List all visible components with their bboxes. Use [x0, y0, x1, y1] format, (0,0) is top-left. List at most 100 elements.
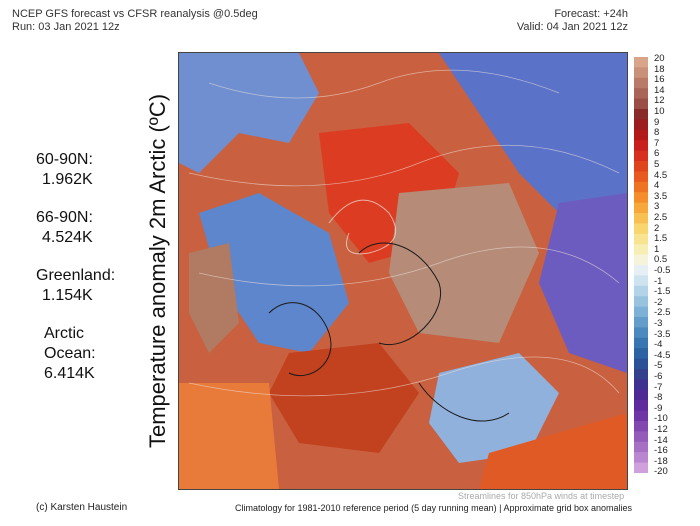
colorbar-swatch [634, 337, 648, 349]
colorbar-swatch [634, 462, 648, 473]
colorbar-swatch [634, 410, 648, 422]
colorbar-tick-label: 14 [654, 84, 665, 96]
colorbar-swatch [634, 98, 648, 110]
streamline [188, 144, 620, 187]
credit: (c) Karsten Haustein [36, 502, 128, 513]
colorbar-tick-label: -0.5 [654, 265, 671, 276]
colorbar-tick-label: 16 [654, 74, 665, 86]
anomaly-region-warm [479, 413, 627, 489]
anomaly-region-cold [199, 193, 349, 353]
colorbar-tick-label: -20 [654, 466, 668, 478]
colorbar-swatch [634, 348, 648, 360]
climatology-note: Climatology for 1981-2010 reference peri… [235, 503, 633, 513]
stat-label-line1: Arctic [44, 325, 84, 342]
header-left: NCEP GFS forecast vs CFSR reanalysis @0.… [12, 8, 258, 34]
colorbar-tick-label: -2.5 [654, 307, 671, 319]
streamlines-note: Streamlines for 850hPa winds at timestep [458, 491, 625, 501]
colorbar-tick-label: 4.5 [654, 169, 668, 181]
colorbar-swatch [634, 317, 648, 328]
header-right: Forecast: +24h Valid: 04 Jan 2021 12z [517, 8, 628, 34]
coastline [418, 382, 510, 422]
colorbar-tick-label: -12 [654, 424, 668, 435]
colorbar-tick-label: -6 [654, 371, 663, 382]
colorbar-tick-label: 3.5 [654, 190, 668, 202]
stat-value: 6.414K [44, 365, 95, 382]
map-title: NCEP GFS forecast vs CFSR reanalysis @0.… [12, 8, 258, 20]
colorbar-tick-label: 2.5 [654, 212, 668, 223]
colorbar-swatch [634, 265, 648, 276]
colorbar-swatches [634, 57, 648, 473]
colorbar-tick-label: 3 [654, 201, 660, 213]
colorbar-swatch [634, 57, 648, 68]
colorbar-tick-label: 18 [654, 63, 665, 75]
anomaly-region-cool [429, 353, 559, 463]
stat-value: 1.154K [42, 287, 93, 304]
stat-arctic-ocean: Arctic Ocean: 6.414K [36, 324, 115, 384]
colorbar-tick-label: 20 [654, 53, 665, 64]
anomaly-region-very-warm [189, 243, 239, 353]
colorbar-tick-label: -14 [654, 434, 668, 446]
colorbar-tick-label: -4.5 [654, 349, 671, 361]
colorbar-tick-label: 8 [654, 127, 660, 139]
colorbar-tick-label: -5 [654, 360, 663, 372]
colorbar-tick-label: -16 [654, 445, 668, 457]
colorbar-tick-label: 7 [654, 137, 660, 149]
anomaly-region-warm [269, 343, 419, 453]
colorbar-swatch [634, 213, 648, 224]
colorbar-swatch [634, 400, 648, 412]
anomaly-region-very-warm [389, 183, 539, 343]
anomaly-map [178, 52, 628, 490]
regional-anomaly-stats: 60-90N: 1.962K 66-90N: 4.524K Greenland:… [36, 150, 115, 402]
colorbar-swatch [634, 223, 648, 235]
colorbar-tick-label: 0.5 [654, 254, 668, 266]
colorbar-tick-label: 4 [654, 180, 660, 192]
colorbar-swatch [634, 306, 648, 318]
colorbar-swatch [634, 202, 648, 214]
stat-label: 66-90N: [36, 209, 93, 226]
stat-label: 60-90N: [36, 151, 93, 168]
colorbar-swatch [634, 369, 648, 380]
colorbar-swatch [634, 431, 648, 443]
run-time: Run: 03 Jan 2021 12z [12, 21, 120, 33]
colorbar-swatch [634, 421, 648, 432]
colorbar-tick-label: -1 [654, 275, 663, 287]
temperature-colorbar [634, 57, 648, 473]
stat-60-90n: 60-90N: 1.962K [36, 150, 115, 190]
stat-label-line2: Ocean: [44, 345, 96, 362]
colorbar-tick-label: -18 [654, 455, 668, 467]
colorbar-tick-label: -3 [654, 318, 663, 329]
colorbar-tick-label: 1.5 [654, 233, 668, 245]
colorbar-tick-label: -3.5 [654, 328, 671, 340]
colorbar-swatch [634, 285, 648, 297]
colorbar-swatch [634, 88, 648, 100]
colorbar-tick-label: 6 [654, 148, 660, 160]
colorbar-swatch [634, 129, 648, 141]
stat-value: 4.524K [42, 229, 93, 246]
coastline [268, 302, 332, 377]
colorbar-tick-label: -8 [654, 392, 663, 404]
stat-66-90n: 66-90N: 4.524K [36, 208, 115, 248]
colorbar-swatch [634, 233, 648, 245]
colorbar-swatch [634, 119, 648, 131]
cyclone-swirl [328, 199, 397, 255]
colorbar-swatch [634, 441, 648, 453]
colorbar-swatch [634, 327, 648, 339]
colorbar-tick-label: -7 [654, 381, 663, 393]
colorbar-swatch [634, 192, 648, 204]
colorbar-swatch [634, 358, 648, 370]
colorbar-swatch [634, 379, 648, 391]
stat-greenland: Greenland: 1.154K [36, 266, 115, 306]
colorbar-swatch [634, 77, 648, 89]
colorbar-tick-label: 2 [654, 222, 660, 234]
colorbar-tick-label: -9 [654, 402, 663, 414]
colorbar-swatch [634, 275, 648, 287]
streamline [188, 356, 620, 397]
anomaly-region-cold [179, 53, 319, 173]
colorbar-swatch [634, 244, 648, 256]
colorbar-ticks: 20 18 16 14 12 10 9 8 7 6 5 4.5 4 3.5 3 2.5 2 1.5 1 0.5 -0.5… [654, 54, 694, 478]
streamline [198, 246, 620, 287]
colorbar-swatch [634, 452, 648, 464]
colorbar-tick-label: 1 [654, 243, 660, 255]
colorbar-swatch [634, 389, 648, 401]
anomaly-map-canvas [179, 53, 627, 489]
